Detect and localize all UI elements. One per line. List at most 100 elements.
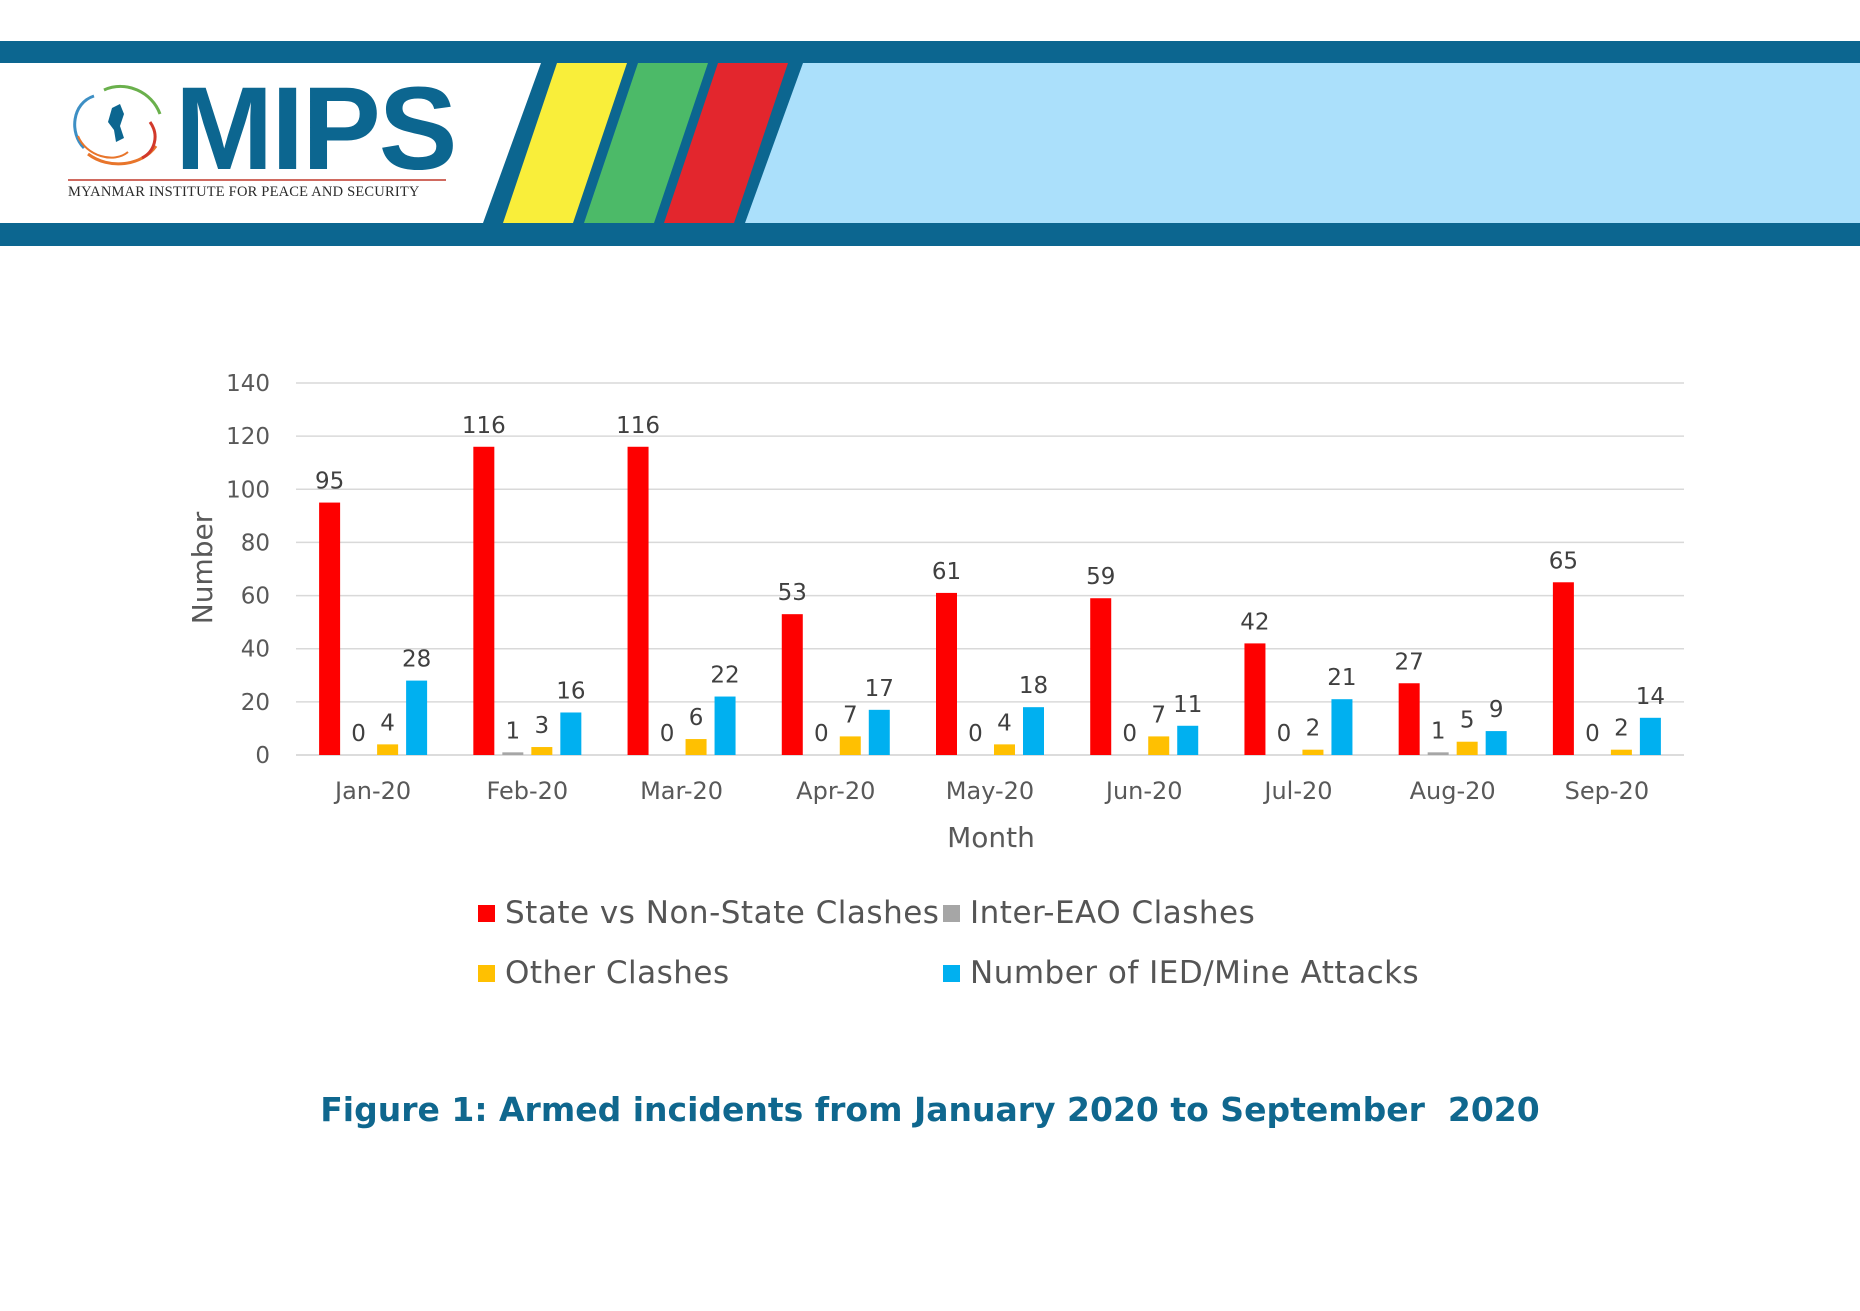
bar: [1485, 731, 1507, 755]
bar: [406, 680, 428, 755]
y-tick-label: 120: [226, 424, 270, 450]
data-label: 116: [462, 413, 506, 439]
x-tick-label: Jan-20: [333, 777, 411, 805]
y-tick-label: 80: [241, 530, 270, 556]
legend-swatch: [478, 964, 495, 982]
data-label: 6: [689, 705, 704, 731]
y-tick-label: 140: [226, 371, 270, 397]
data-label: 14: [1636, 684, 1665, 710]
data-label: 5: [1460, 708, 1475, 734]
data-label: 53: [778, 580, 807, 606]
bar: [1302, 749, 1324, 755]
data-label: 11: [1173, 692, 1202, 718]
data-label: 21: [1327, 665, 1356, 691]
bar: [319, 502, 341, 755]
bar: [1023, 707, 1044, 755]
banner-white-area: [0, 63, 540, 223]
data-label: 4: [997, 710, 1012, 736]
bar: [781, 614, 803, 755]
data-label: 95: [315, 469, 344, 495]
mips-logo-emblem: [73, 84, 162, 166]
bar: [1639, 717, 1661, 755]
header-banner: [0, 41, 1860, 246]
legend-item: Inter-EAO Clashes: [943, 895, 1255, 931]
legend-label: State vs Non-State Clashes: [505, 895, 940, 931]
data-label: 59: [1086, 564, 1115, 590]
data-label: 2: [1306, 716, 1321, 742]
legend-swatch: [478, 904, 495, 922]
banner-bottom-stripe: [0, 223, 1860, 246]
organization-name: MYANMAR INSTITUTE FOR PEACE AND SECURITY: [68, 184, 420, 200]
data-label: 7: [1151, 702, 1166, 728]
data-label: 1: [1431, 718, 1446, 744]
y-tick-label: 0: [255, 743, 270, 769]
bar: [473, 446, 495, 755]
data-label: 0: [351, 721, 366, 747]
bar: [1090, 598, 1112, 755]
bar: [531, 747, 553, 755]
chart-legend: State vs Non-State Clashes Inter-EAO Cla…: [0, 895, 1860, 1035]
data-label: 18: [1019, 673, 1048, 699]
data-label: 61: [932, 559, 961, 585]
bar: [1610, 749, 1632, 755]
data-label: 27: [1395, 649, 1424, 675]
y-tick-label: 60: [241, 584, 270, 610]
x-tick-label: Mar-20: [640, 777, 723, 805]
bar: [1552, 582, 1574, 755]
x-axis-title: Month: [947, 821, 1035, 854]
x-axis-ticks: Jan-20 Feb-20 Mar-20 Apr-20 May-20 Jun-20 Jul-…: [333, 777, 1649, 805]
bar: [1456, 741, 1478, 755]
bar: [560, 712, 582, 755]
x-tick-label: Sep-20: [1565, 777, 1649, 805]
y-tick-label: 20: [241, 690, 270, 716]
data-label: 65: [1549, 548, 1578, 574]
data-label: 3: [535, 713, 550, 739]
gridlines: [296, 382, 1684, 756]
bar: [377, 744, 399, 755]
data-label: 1: [506, 718, 521, 744]
legend-item: Other Clashes: [478, 955, 730, 991]
banner-light-blue-panel: [745, 63, 1860, 223]
legend-label: Inter-EAO Clashes: [970, 895, 1256, 931]
bar: [994, 744, 1015, 755]
bar: [1427, 752, 1449, 755]
data-label: 22: [710, 663, 739, 689]
x-tick-label: Aug-20: [1410, 777, 1496, 805]
data-label: 16: [556, 678, 585, 704]
data-label: 0: [1277, 721, 1292, 747]
legend-item: Number of IED/Mine Attacks: [943, 955, 1419, 991]
data-label: 9: [1489, 697, 1504, 723]
bar: [936, 592, 957, 755]
data-label: 0: [1122, 721, 1137, 747]
bar: [502, 752, 524, 755]
bar: [1244, 643, 1266, 755]
data-label: 42: [1240, 609, 1269, 635]
legend-label: Number of IED/Mine Attacks: [970, 955, 1420, 991]
x-tick-label: May-20: [946, 777, 1034, 805]
data-label: 7: [843, 702, 858, 728]
x-tick-label: Jul-20: [1262, 777, 1332, 805]
y-tick-label: 100: [226, 477, 270, 503]
legend-label: Other Clashes: [505, 955, 730, 991]
banner-yellow-stripe: [503, 63, 627, 223]
bar: [1398, 683, 1420, 755]
y-axis-ticks: 0 20 40 60 80 100 120 140: [226, 371, 270, 769]
bar: [627, 446, 649, 755]
banner-top-stripe: [0, 41, 1860, 63]
bar: [1177, 725, 1199, 755]
data-label: 0: [660, 721, 675, 747]
data-label: 0: [1585, 721, 1600, 747]
data-label: 2: [1614, 716, 1629, 742]
data-label: 28: [402, 647, 431, 673]
x-tick-label: Feb-20: [486, 777, 568, 805]
y-axis-title: Number: [186, 511, 219, 624]
banner-red-stripe: [664, 63, 788, 223]
bar: [1331, 699, 1353, 755]
brand-logo-text: MIPS: [175, 63, 457, 195]
data-label: 17: [865, 676, 894, 702]
figure-caption: Figure 1: Armed incidents from January 2…: [320, 1090, 1540, 1129]
x-tick-label: Jun-20: [1104, 777, 1183, 805]
data-label: 4: [380, 710, 395, 736]
